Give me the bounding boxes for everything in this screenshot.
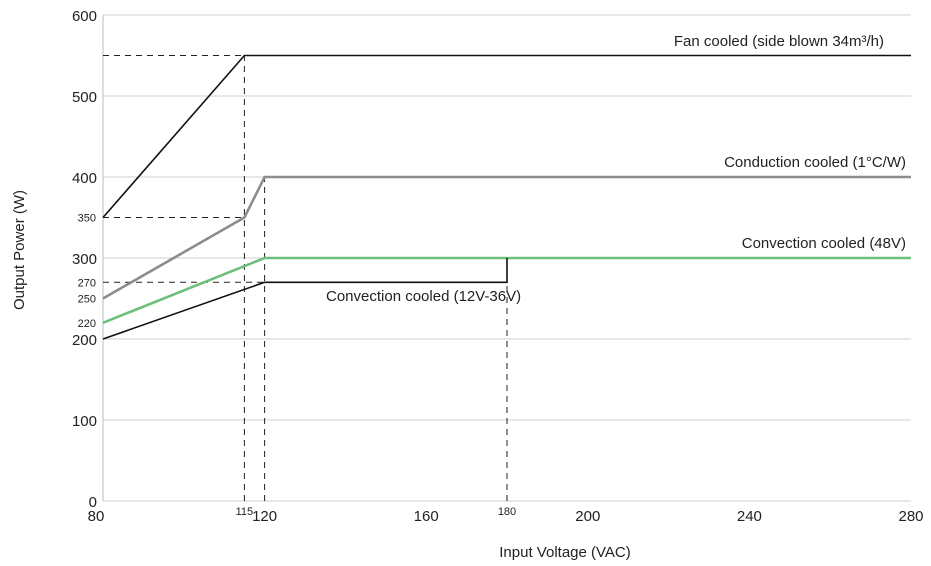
- series-lines: [102, 54, 911, 340]
- x-tick-label: 120: [252, 508, 277, 525]
- y-tick-label: 200: [72, 332, 97, 349]
- y-tick-label: 100: [72, 413, 97, 430]
- series-label-3: Convection cooled (48V): [742, 235, 906, 252]
- x-tick-label: 200: [575, 508, 600, 525]
- series-label-4: Convection cooled (12V-36V): [326, 288, 521, 305]
- y-tick-label: 0: [89, 494, 97, 511]
- x-tick-label: 115: [236, 506, 254, 518]
- series-label-2: Conduction cooled (1°C/W): [724, 154, 906, 171]
- y-tick-label: 270: [78, 277, 96, 289]
- x-tick-label: 280: [898, 508, 923, 525]
- y-tick-label: 500: [72, 89, 97, 106]
- series-label-1: Fan cooled (side blown 34m³/h): [674, 33, 884, 50]
- series-line-2: [102, 175, 911, 300]
- x-tick-label: 80: [88, 508, 105, 525]
- series-line-3: [102, 256, 911, 325]
- x-tick-label: 240: [737, 508, 762, 525]
- series-line-4: [102, 258, 508, 340]
- y-tick-label: 400: [72, 170, 97, 187]
- x-tick-label: 160: [414, 508, 439, 525]
- x-axis-title: Input Voltage (VAC): [499, 544, 630, 561]
- y-tick-label: 250: [78, 294, 96, 306]
- y-tick-label: 600: [72, 8, 97, 25]
- y-tick-label: 220: [78, 318, 96, 330]
- series-labels: Fan cooled (side blown 34m³/h) Conduction…: [326, 33, 906, 305]
- x-tick-label: 180: [498, 506, 516, 518]
- y-tick-label: 350: [78, 213, 96, 225]
- y-tick-label: 300: [72, 251, 97, 268]
- reference-lines: [103, 55, 508, 501]
- y-axis-title: Output Power (W): [11, 190, 28, 310]
- series-line-1: [102, 54, 911, 219]
